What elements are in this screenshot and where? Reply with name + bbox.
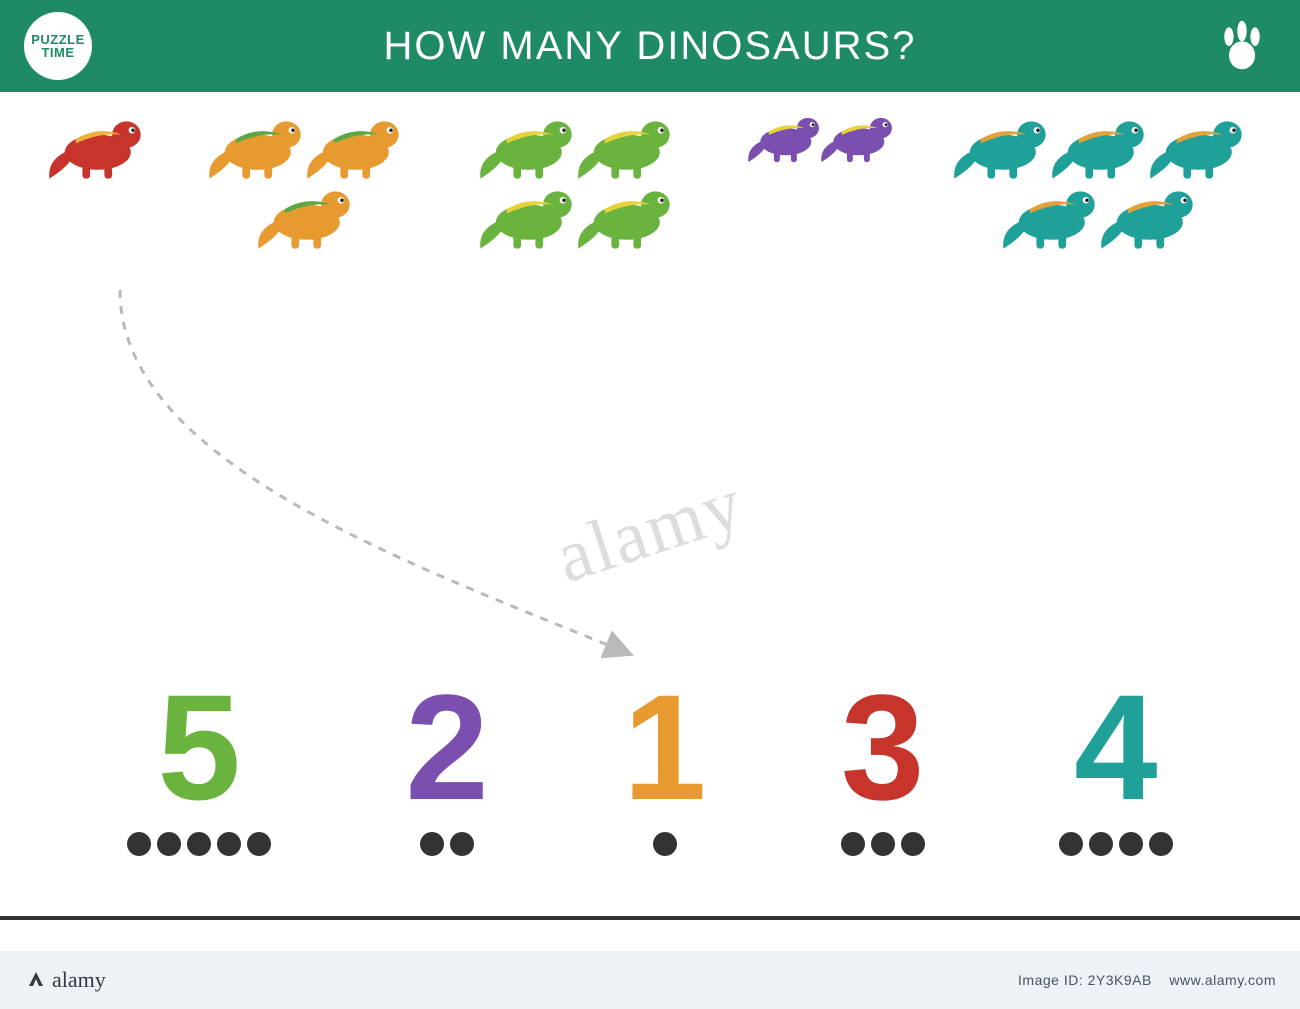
dot-icon <box>157 832 181 856</box>
header-bar: PUZZLE TIME HOW MANY DINOSAURS? <box>0 0 1300 92</box>
numbers-row: 5 2134 <box>0 672 1300 856</box>
number-option-2[interactable]: 2 <box>405 672 488 856</box>
worksheet-page: PUZZLE TIME HOW MANY DINOSAURS? <box>0 0 1300 920</box>
dot-icon <box>247 832 271 856</box>
number-label: 1 <box>623 672 706 822</box>
dot-icon <box>1119 832 1143 856</box>
dot-icon <box>1149 832 1173 856</box>
logo-line-2: TIME <box>41 46 74 59</box>
iguanodon-icon <box>254 176 364 258</box>
spinosaurus-icon <box>999 176 1109 258</box>
triceratops-icon <box>574 176 684 258</box>
dot-icon <box>841 832 865 856</box>
number-option-1[interactable]: 1 <box>623 672 706 856</box>
number-label: 5 <box>157 672 240 822</box>
number-option-5[interactable]: 5 <box>127 672 271 856</box>
number-label: 2 <box>405 672 488 822</box>
dot-icon <box>217 832 241 856</box>
dot-icon <box>871 832 895 856</box>
count-dots <box>841 832 925 856</box>
spinosaurus-icon <box>1097 176 1207 258</box>
dot-icon <box>1089 832 1113 856</box>
t-rex-icon <box>45 106 155 188</box>
number-option-3[interactable]: 3 <box>841 672 925 856</box>
dino-group-spinosaurus[interactable] <box>935 112 1270 252</box>
site-label: www.alamy.com <box>1169 972 1276 988</box>
dot-icon <box>653 832 677 856</box>
count-dots <box>653 832 677 856</box>
dot-icon <box>901 832 925 856</box>
dino-group-iguanodon[interactable] <box>196 112 421 252</box>
example-arrow <box>80 280 720 700</box>
dot-icon <box>450 832 474 856</box>
dot-icon <box>1059 832 1083 856</box>
number-label: 4 <box>1074 672 1157 822</box>
dot-icon <box>127 832 151 856</box>
dino-group-triceratops[interactable] <box>448 112 713 252</box>
dino-group-parasaurolophus[interactable] <box>739 112 909 165</box>
footer-right: Image ID: 2Y3K9AB www.alamy.com <box>1018 972 1276 988</box>
dinosaur-groups-row <box>0 92 1300 332</box>
count-dots <box>1059 832 1173 856</box>
puzzle-time-logo: PUZZLE TIME <box>24 12 92 80</box>
dino-group-t-rex[interactable] <box>30 112 170 182</box>
count-dots <box>420 832 474 856</box>
page-title: HOW MANY DINOSAURS? <box>92 24 1208 69</box>
dot-icon <box>187 832 211 856</box>
dot-icon <box>420 832 444 856</box>
alamy-logo: alamy <box>24 967 106 993</box>
dino-footprint-icon <box>1208 12 1276 80</box>
image-id-label: Image ID: 2Y3K9AB <box>1018 972 1152 988</box>
number-label: 3 <box>841 672 924 822</box>
triceratops-icon <box>476 176 586 258</box>
watermark-overlay: alamy <box>546 461 754 601</box>
count-dots <box>127 832 271 856</box>
stock-footer: alamy Image ID: 2Y3K9AB www.alamy.com <box>0 951 1300 1009</box>
parasaurolophus-icon <box>818 106 903 171</box>
number-option-4[interactable]: 4 <box>1059 672 1173 856</box>
